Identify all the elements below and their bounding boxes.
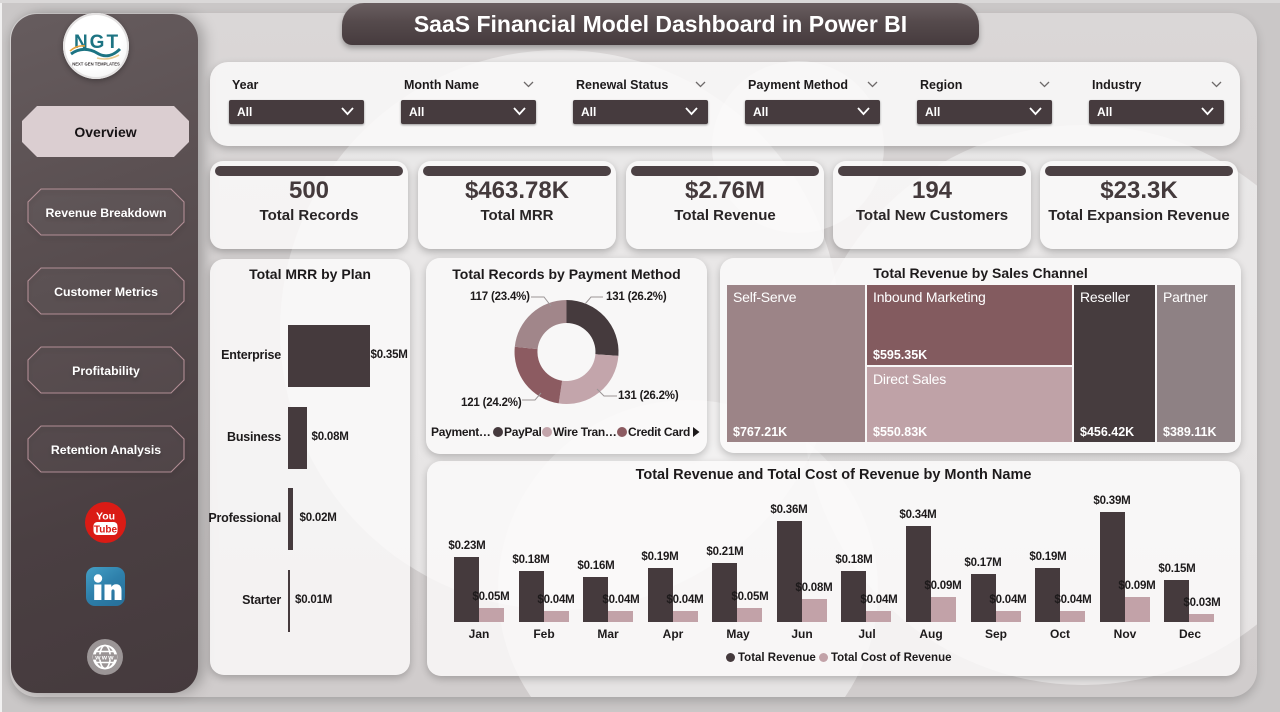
svg-text:Tube: Tube xyxy=(94,525,118,536)
svg-text:NGT: NGT xyxy=(74,32,120,53)
svg-text:NEXT GEN TEMPLATES: NEXT GEN TEMPLATES xyxy=(72,62,120,67)
svg-text:Retention Analysis: Retention Analysis xyxy=(51,443,161,457)
svg-text:You: You xyxy=(96,511,115,523)
svg-text:Profitability: Profitability xyxy=(72,364,140,378)
svg-text:Revenue Breakdown: Revenue Breakdown xyxy=(46,206,167,220)
svg-text:www: www xyxy=(94,654,114,661)
svg-text:Customer Metrics: Customer Metrics xyxy=(54,285,158,299)
